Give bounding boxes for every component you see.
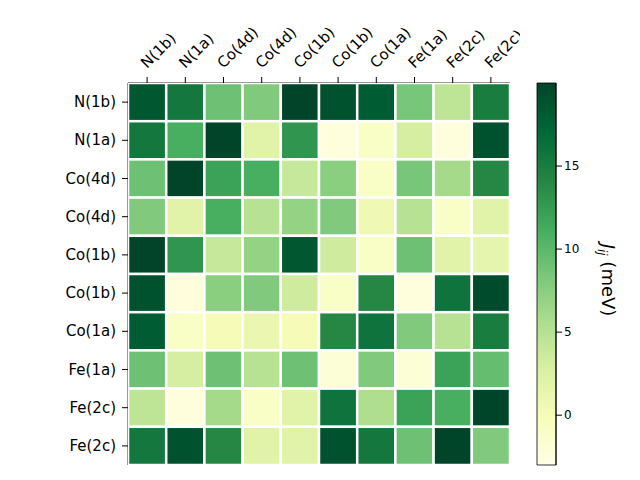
svg-text:N(1a): N(1a) <box>175 30 217 72</box>
svg-text:Co(1a): Co(1a) <box>366 24 414 72</box>
svg-text:Jij (meV): Jij (meV) <box>595 241 619 317</box>
svg-text:Fe(2c): Fe(2c) <box>69 399 116 417</box>
svg-text:5: 5 <box>564 325 572 339</box>
svg-text:15: 15 <box>564 159 579 173</box>
svg-text:Co(4d): Co(4d) <box>66 170 116 188</box>
svg-text:Fe(1a): Fe(1a) <box>405 26 451 72</box>
svg-text:10: 10 <box>564 242 579 256</box>
svg-text:Co(1b): Co(1b) <box>66 246 116 264</box>
svg-text:N(1a): N(1a) <box>74 131 116 149</box>
svg-text:N(1b): N(1b) <box>74 93 116 111</box>
svg-text:Co(4d): Co(4d) <box>214 23 262 71</box>
svg-text:Fe(2c): Fe(2c) <box>443 26 489 72</box>
svg-text:Fe(2c): Fe(2c) <box>481 26 520 72</box>
svg-text:Fe(2c): Fe(2c) <box>69 437 116 455</box>
svg-text:Co(1b): Co(1b) <box>290 23 338 71</box>
svg-text:Fe(1a): Fe(1a) <box>69 361 116 379</box>
svg-text:Co(1b): Co(1b) <box>66 284 116 302</box>
svg-text:Co(1a): Co(1a) <box>66 322 116 340</box>
svg-text:Co(1b): Co(1b) <box>328 23 376 71</box>
svg-text:Co(4d): Co(4d) <box>252 23 300 71</box>
svg-text:N(1b): N(1b) <box>137 29 179 71</box>
svg-text:0: 0 <box>564 408 572 422</box>
svg-text:Co(4d): Co(4d) <box>66 208 116 226</box>
